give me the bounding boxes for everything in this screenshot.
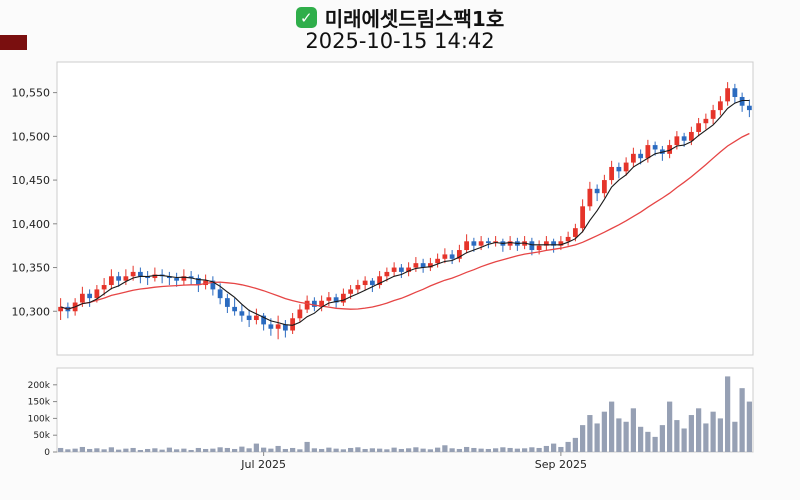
timestamp-subtitle: 2025-10-15 14:42 <box>305 29 495 53</box>
svg-text:10,500: 10,500 <box>12 130 51 143</box>
svg-text:150k: 150k <box>28 398 51 408</box>
ma-long-line <box>60 132 750 310</box>
candles <box>58 82 752 340</box>
svg-text:10,550: 10,550 <box>12 87 51 100</box>
svg-text:Jul 2025: Jul 2025 <box>240 458 286 471</box>
svg-text:200k: 200k <box>28 381 51 391</box>
price-y-axis: 10,300 10,350 10,400 10,450 10,500 10,550 <box>12 87 57 318</box>
volume-bars <box>58 376 752 452</box>
corner-color-swatch <box>0 35 27 50</box>
ma-short-line <box>60 99 750 326</box>
x-axis: Jul 2025 Sep 2025 <box>240 452 587 471</box>
svg-text:10,300: 10,300 <box>12 305 51 318</box>
svg-text:0: 0 <box>44 448 50 458</box>
page-title: 미래에셋드림스팩1호 <box>324 7 505 31</box>
volume-panel-frame <box>56 367 754 453</box>
svg-text:100k: 100k <box>28 414 51 424</box>
green-checkbox-icon: ✓ <box>295 7 317 28</box>
svg-text:10,450: 10,450 <box>12 174 51 187</box>
chart-title-row: ✓ 미래에셋드림스팩1호 <box>0 3 800 32</box>
price-panel-frame <box>56 61 754 356</box>
svg-text:Sep 2025: Sep 2025 <box>535 458 587 471</box>
volume-y-axis: 0 50k 100k 150k 200k <box>28 381 57 458</box>
svg-text:50k: 50k <box>33 431 50 441</box>
svg-text:10,400: 10,400 <box>12 218 51 231</box>
svg-text:10,350: 10,350 <box>12 262 51 275</box>
